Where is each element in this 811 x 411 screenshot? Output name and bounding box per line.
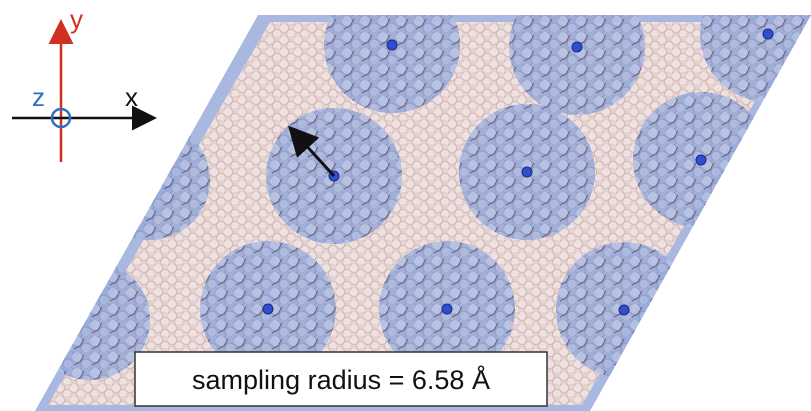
y-label: y — [70, 4, 83, 34]
caption-box: sampling radius = 6.58 Å — [135, 352, 547, 406]
figure: y z x sampling radius = 6.58 Å — [0, 0, 811, 411]
x-label: x — [125, 82, 138, 112]
z-label: z — [32, 82, 45, 112]
axes-triad: y z x — [12, 4, 152, 162]
simulation-cell — [30, 0, 811, 411]
caption: sampling radius = 6.58 Å — [192, 364, 490, 395]
